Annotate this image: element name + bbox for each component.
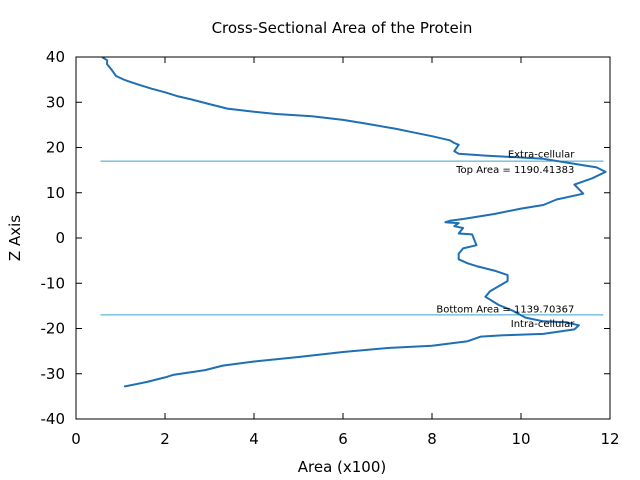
annotation-0: Extra-cellular [508,149,575,160]
area-profile-line [101,56,607,388]
y-tick-label: -30 [41,365,66,383]
x-tick-label: 0 [71,430,81,448]
y-tick-label: -40 [41,410,66,428]
y-axis-label: Z Axis [6,215,24,261]
x-tick-label: 2 [160,430,170,448]
y-tick-label: 10 [46,184,65,202]
chart-title: Cross-Sectional Area of the Protein [212,19,473,37]
y-tick-label: 30 [46,93,65,111]
ticks-layer: 0 2 4 6 8 10 12 40 30 20 10 0 -10 -20 -30 -40 [41,48,620,448]
y-tick-label: 20 [46,139,65,157]
y-tick-label: 40 [46,48,65,66]
x-tick-label: 6 [338,430,348,448]
annotation-1: Top Area = 1190.41383 [455,165,574,176]
y-tick-label: -20 [41,320,66,338]
x-tick-label: 12 [600,430,619,448]
x-axis-label: Area (x100) [298,458,387,476]
y-tick-label: 0 [55,229,65,247]
x-tick-label: 8 [427,430,437,448]
plot-frame [75,56,611,420]
annotation-3: Intra-cellular [511,319,576,330]
data-layer: Extra-cellular Top Area = 1190.41383 Botto… [100,56,607,388]
x-tick-label: 10 [511,430,530,448]
x-tick-label: 4 [249,430,259,448]
y-tick-label: -10 [41,274,66,292]
annotation-2: Bottom Area = 1139.70367 [436,304,574,315]
